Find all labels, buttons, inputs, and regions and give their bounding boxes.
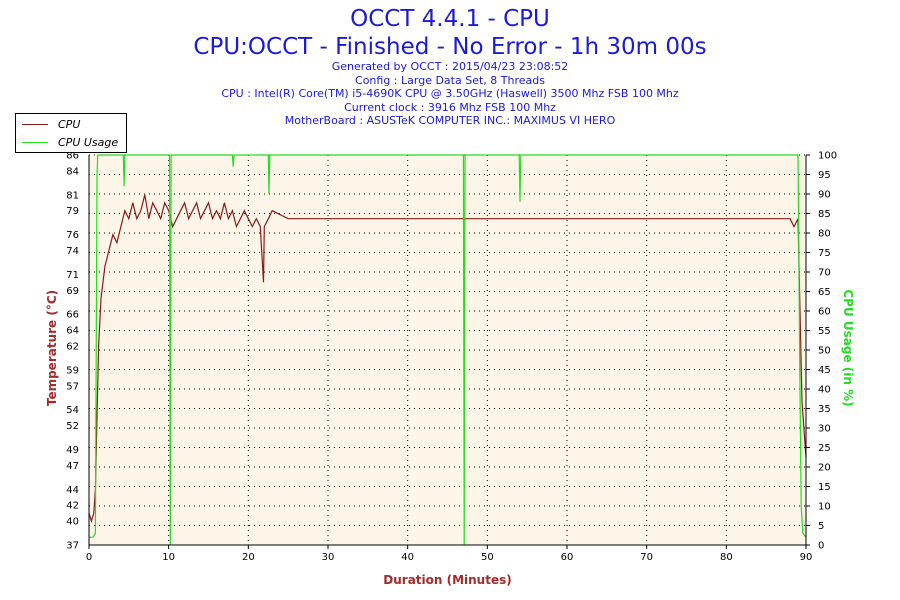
y-left-tick-label: 69 — [66, 286, 79, 297]
y-left-tick-label: 37 — [66, 541, 79, 552]
y-left-tick-label: 79 — [66, 206, 79, 217]
y-left-tick-label: 59 — [66, 365, 79, 376]
y-right-tick-label: 20 — [818, 463, 831, 474]
x-axis-title: Duration (Minutes) — [383, 573, 511, 587]
y-right-tick-label: 30 — [818, 424, 831, 435]
x-tick-label: 40 — [401, 552, 414, 563]
x-tick-label: 20 — [242, 552, 255, 563]
plot-area — [89, 155, 806, 545]
y-right-tick-label: 85 — [818, 209, 831, 220]
legend-swatch-cpu — [22, 123, 48, 125]
y-left-tick-label: 54 — [66, 405, 79, 416]
x-tick-label: 10 — [162, 552, 175, 563]
y-right-tick-label: 40 — [818, 385, 831, 396]
y-left-tick-label: 84 — [66, 166, 79, 177]
y-right-tick-label: 80 — [818, 229, 831, 240]
legend-label-cpu: CPU — [58, 117, 81, 131]
info-current-clock: Current clock : 3916 Mhz FSB 100 Mhz — [344, 100, 556, 114]
x-tick-label: 50 — [481, 552, 494, 563]
y-axis-title-right: CPU Usage (in %) — [841, 289, 855, 406]
y-right-tick-label: 65 — [818, 287, 831, 298]
x-tick-label: 0 — [86, 552, 92, 563]
y-right-tick-label: 75 — [818, 248, 831, 259]
x-tick-label: 80 — [720, 552, 733, 563]
y-left-tick-label: 71 — [66, 270, 79, 281]
y-right-tick-label: 5 — [818, 521, 824, 532]
info-config: Config : Large Data Set, 8 Threads — [355, 73, 545, 87]
y-left-tick-label: 76 — [66, 230, 79, 241]
y-right-tick-label: 95 — [818, 170, 831, 181]
y-right-tick-label: 10 — [818, 502, 831, 513]
y-right-tick-label: 0 — [818, 541, 824, 552]
x-tick-label: 90 — [800, 552, 813, 563]
y-right-tick-label: 90 — [818, 190, 831, 201]
y-left-tick-label: 66 — [66, 310, 79, 321]
chart-legend: CPU CPU Usage — [15, 113, 127, 153]
y-right-tick-label: 35 — [818, 404, 831, 415]
y-right-tick-label: 15 — [818, 482, 831, 493]
x-tick-label: 60 — [561, 552, 574, 563]
y-right-tick-label: 50 — [818, 346, 831, 357]
chart-subtitle: CPU:OCCT - Finished - No Error - 1h 30m … — [193, 34, 707, 60]
y-left-tick-label: 42 — [66, 501, 79, 512]
legend-label-cpu-usage: CPU Usage — [58, 135, 119, 149]
y-left-tick-label: 57 — [66, 381, 79, 392]
chart-title: OCCT 4.4.1 - CPU — [350, 6, 550, 32]
y-left-tick-label: 44 — [66, 485, 79, 496]
y-right-tick-label: 25 — [818, 443, 831, 454]
y-left-tick-label: 49 — [66, 445, 79, 456]
x-tick-label: 30 — [322, 552, 335, 563]
series-line-cpu-usage — [89, 154, 807, 546]
info-motherboard: MotherBoard : ASUSTeK COMPUTER INC.: MAX… — [284, 114, 616, 128]
y-left-tick-label: 86 — [66, 151, 79, 162]
y-left-tick-label: 47 — [66, 461, 79, 472]
y-left-tick-label: 62 — [66, 342, 79, 353]
y-right-tick-label: 60 — [818, 307, 831, 318]
series-line-cpu — [88, 194, 807, 524]
legend-item-cpu-usage: CPU Usage — [22, 135, 118, 149]
y-right-tick-label: 100 — [818, 151, 837, 162]
y-right-tick-label: 45 — [818, 365, 831, 376]
y-left-tick-label: 64 — [66, 326, 79, 337]
legend-swatch-cpu-usage — [22, 141, 48, 143]
y-right-tick-label: 70 — [818, 268, 831, 279]
y-right-tick-label: 55 — [818, 326, 831, 337]
y-left-tick-label: 52 — [66, 421, 79, 432]
y-axis-title-left: Temperature (°C) — [45, 290, 59, 406]
y-left-tick-label: 40 — [66, 517, 79, 528]
info-generated: Generated by OCCT : 2015/04/23 23:08:52 — [331, 60, 569, 73]
legend-item-cpu: CPU — [22, 117, 80, 131]
y-left-tick-label: 81 — [66, 190, 79, 201]
info-cpu: CPU : Intel(R) Core(TM) i5-4690K CPU @ 3… — [221, 87, 679, 101]
chart-header: OCCT 4.4.1 - CPU CPU:OCCT - Finished - N… — [0, 0, 900, 128]
y-left-tick-label: 74 — [66, 246, 79, 257]
x-tick-label: 70 — [640, 552, 653, 563]
